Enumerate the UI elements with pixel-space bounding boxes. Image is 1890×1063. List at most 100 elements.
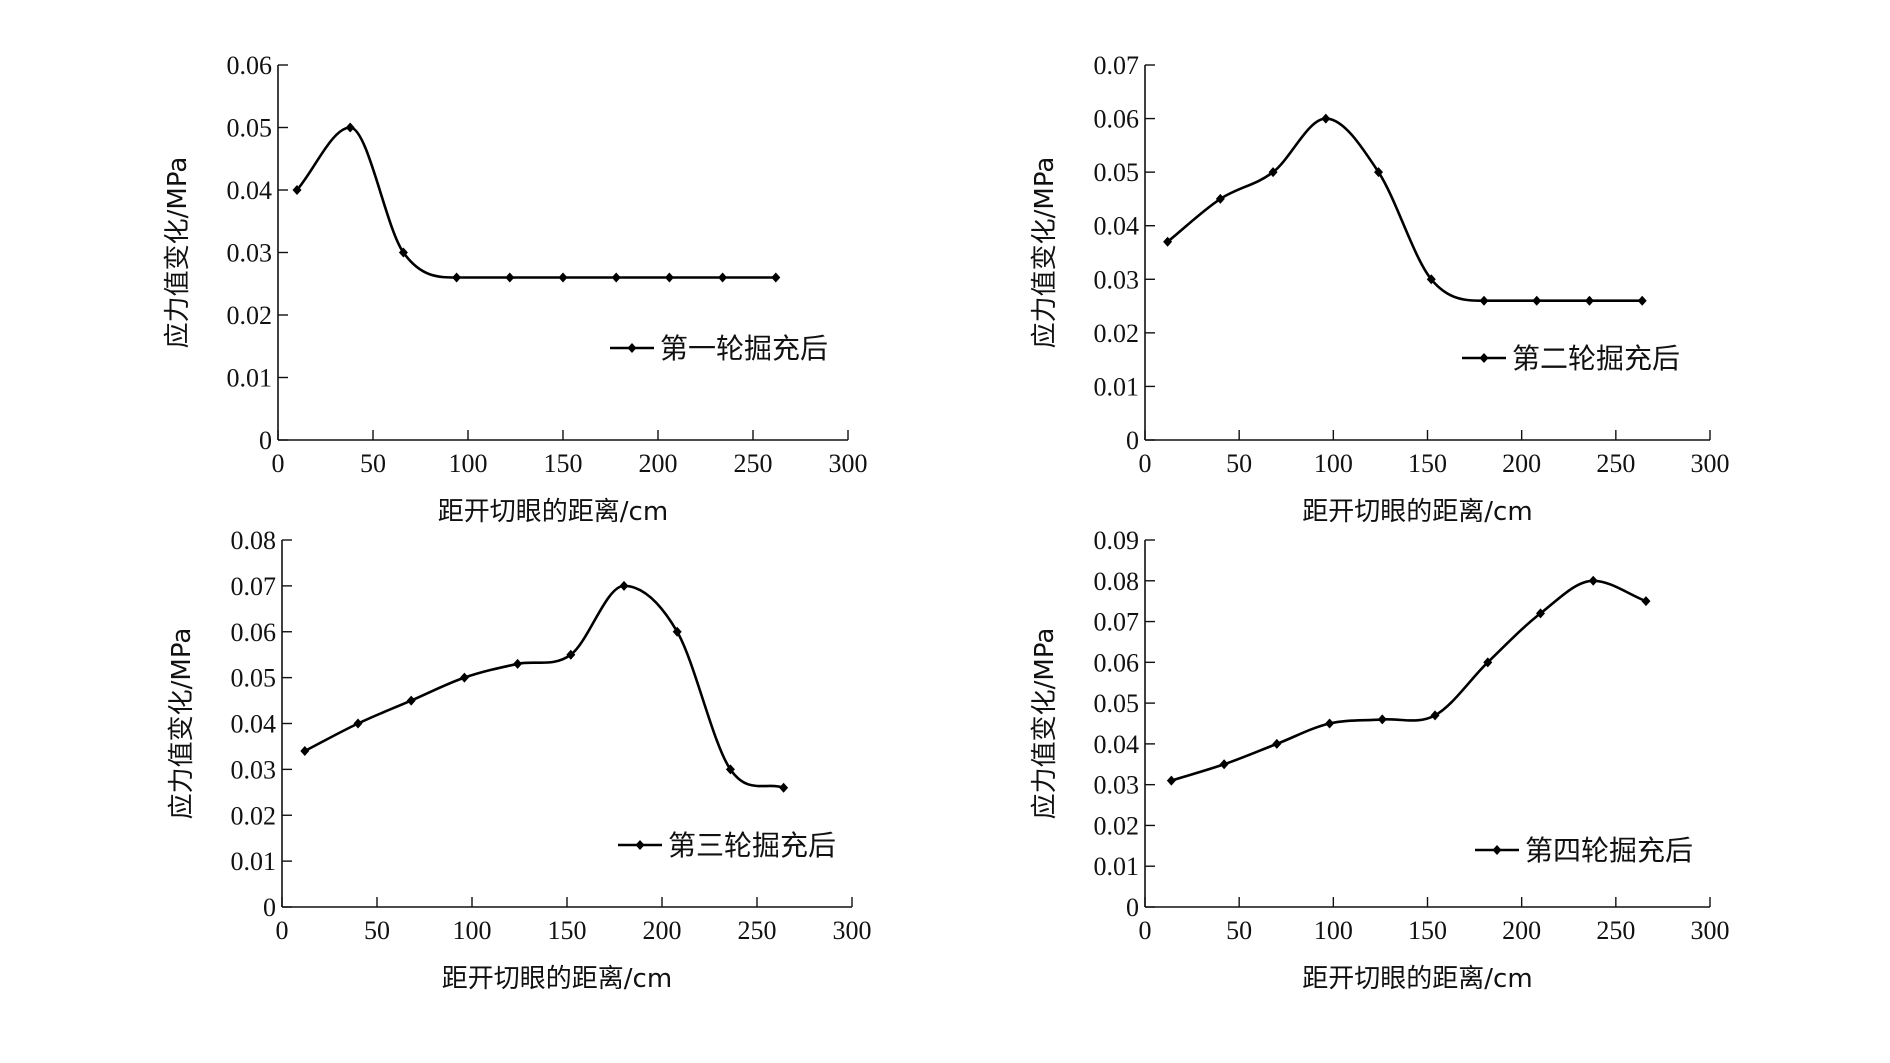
- x-tick-label: 300: [833, 916, 872, 945]
- x-tick-label: 100: [1314, 449, 1353, 478]
- y-tick-label: 0.08: [231, 526, 277, 555]
- legend-label: 第四轮掘充后: [1525, 834, 1693, 867]
- y-tick-label: 0.03: [231, 755, 277, 784]
- y-tick-label: 0.03: [227, 239, 273, 268]
- y-tick-label: 0.05: [227, 114, 273, 143]
- data-point: [1426, 274, 1436, 285]
- y-tick-label: 0.07: [1094, 51, 1140, 80]
- data-point: [345, 122, 355, 133]
- x-tick-label: 150: [1408, 449, 1447, 478]
- y-tick-label: 0.02: [1094, 811, 1140, 840]
- data-point: [300, 746, 310, 757]
- data-point: [1479, 295, 1489, 306]
- data-point: [1536, 608, 1545, 619]
- x-tick-label: 200: [639, 449, 678, 478]
- y-tick-label: 0.01: [1094, 852, 1140, 881]
- data-point: [664, 272, 674, 283]
- legend-label: 第二轮掘充后: [1512, 342, 1680, 375]
- x-axis-title: 距开切眼的距离/cm: [1302, 497, 1532, 527]
- legend-label: 第一轮掘充后: [660, 332, 828, 365]
- y-tick-label: 0.02: [231, 801, 277, 830]
- data-point: [718, 272, 728, 283]
- x-tick-label: 200: [1502, 449, 1541, 478]
- data-point: [619, 580, 629, 591]
- x-tick-label: 250: [734, 449, 773, 478]
- x-tick-label: 0: [272, 449, 285, 478]
- y-tick-label: 0.03: [1094, 265, 1140, 294]
- y-tick-label: 0: [259, 426, 272, 455]
- series-line: [1166, 117, 1644, 303]
- data-point: [1321, 113, 1331, 124]
- x-axis-title: 距开切眼的距离/cm: [438, 497, 668, 527]
- y-tick-label: 0: [263, 893, 276, 922]
- y-tick-label: 0.04: [227, 176, 273, 205]
- data-point: [672, 626, 682, 637]
- y-tick-label: 0.06: [231, 618, 277, 647]
- chart-panel-4: 0 50 100 150 200 250 300 0 0.01 0.02 0.03 0.04 0.05 0…: [1030, 526, 1730, 994]
- x-tick-label: 250: [738, 916, 777, 945]
- x-tick-label: 200: [643, 916, 682, 945]
- y-tick-label: 0.01: [231, 847, 277, 876]
- data-point: [1430, 710, 1440, 721]
- y-tick-label: 0.07: [1094, 608, 1140, 637]
- data-point: [1641, 596, 1651, 607]
- data-point: [292, 185, 302, 195]
- legend-marker: [635, 840, 645, 850]
- chart-panel-3: 0 50 100 150 200 250 300 0 0.01 0.02 0.03 0.04 0.05 0…: [167, 526, 872, 994]
- data-point: [1374, 167, 1384, 178]
- x-tick-label: 50: [360, 449, 386, 478]
- legend-marker: [627, 343, 637, 353]
- y-axis-title: 应力值变化/MPa: [163, 157, 193, 349]
- y-axis-title: 应力值变化/MPa: [167, 628, 197, 820]
- x-tick-label: 150: [548, 916, 587, 945]
- y-tick-label: 0.04: [231, 710, 277, 739]
- y-tick-label: 0.03: [1094, 771, 1140, 800]
- data-point: [1219, 759, 1229, 770]
- data-point: [1584, 295, 1594, 306]
- x-tick-label: 100: [1314, 916, 1353, 945]
- data-point: [513, 658, 523, 669]
- series-line: [1170, 579, 1648, 782]
- chart-panel-2: 0 50 100 150 200 250 300 0 0.01 0.02 0.03 0.04 0.05 0…: [1030, 51, 1730, 527]
- x-tick-label: 300: [1691, 916, 1730, 945]
- data-point: [1215, 193, 1225, 204]
- data-point: [505, 272, 515, 283]
- y-tick-label: 0.09: [1094, 526, 1140, 555]
- x-tick-label: 150: [544, 449, 583, 478]
- y-tick-label: 0: [1126, 426, 1139, 455]
- x-axis-title: 距开切眼的距离/cm: [442, 964, 672, 994]
- y-tick-label: 0.02: [227, 301, 273, 330]
- x-tick-label: 250: [1596, 916, 1635, 945]
- y-tick-label: 0.04: [1094, 730, 1140, 759]
- x-tick-label: 50: [1226, 916, 1252, 945]
- data-point: [566, 649, 576, 660]
- data-point: [611, 272, 621, 283]
- data-point: [1483, 657, 1493, 668]
- y-tick-label: 0.05: [1094, 158, 1140, 187]
- data-point: [1166, 775, 1176, 786]
- data-point: [1377, 714, 1387, 725]
- x-tick-label: 300: [1691, 449, 1730, 478]
- y-tick-label: 0.08: [1094, 567, 1140, 596]
- legend-marker: [1492, 845, 1502, 855]
- x-axis-title: 距开切眼的距离/cm: [1302, 964, 1532, 994]
- data-point: [1637, 295, 1647, 306]
- data-point: [725, 764, 735, 775]
- data-point: [558, 272, 568, 283]
- x-tick-label: 200: [1502, 916, 1541, 945]
- data-point: [406, 695, 416, 706]
- data-point: [1268, 167, 1278, 178]
- data-point: [1325, 718, 1335, 729]
- data-point: [1588, 575, 1598, 586]
- chart-panel-1: 0 50 100 150 200 250 300 0 0.01 0.02 0.03 0.04 0.05 0…: [163, 51, 868, 527]
- y-tick-label: 0.01: [1094, 372, 1140, 401]
- data-point: [353, 718, 363, 729]
- x-tick-label: 50: [1226, 449, 1252, 478]
- data-point: [1532, 295, 1542, 306]
- data-point: [459, 672, 469, 683]
- x-tick-label: 0: [1139, 449, 1152, 478]
- x-tick-label: 300: [829, 449, 868, 478]
- x-tick-label: 250: [1596, 449, 1635, 478]
- y-tick-label: 0: [1126, 893, 1139, 922]
